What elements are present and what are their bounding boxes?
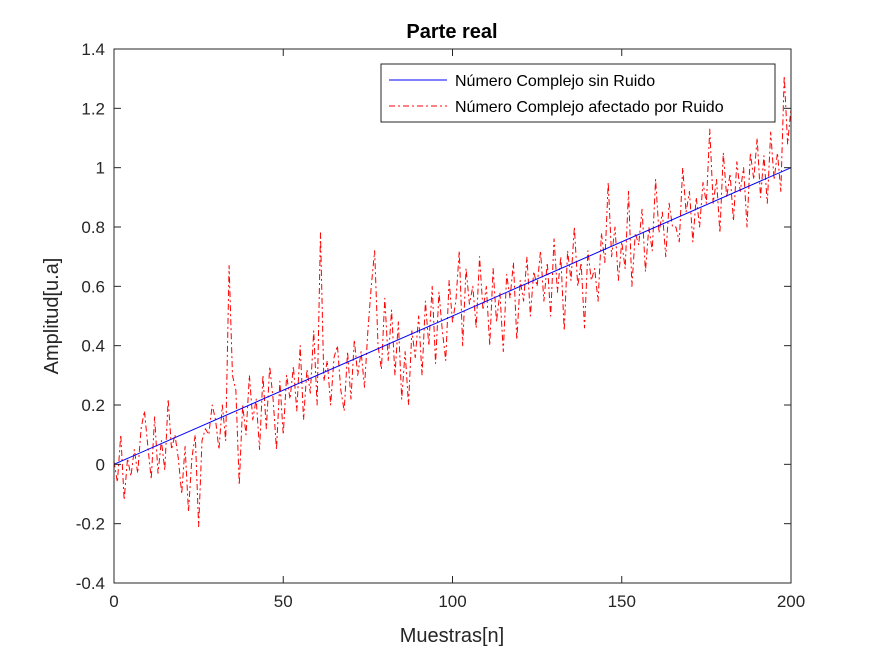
y-tick-label: 1.4 [81,40,105,59]
y-axis-label: Amplitud[u.a] [41,258,63,375]
x-tick-label: 0 [109,592,118,611]
y-tick-label: 0 [96,455,105,474]
y-tick-label: 0.6 [81,277,105,296]
x-tick-label: 100 [438,592,466,611]
legend-label-noisy: Número Complejo afectado por Ruido [455,99,724,116]
chart-title: Parte real [406,21,497,43]
y-tick-label: 0.2 [81,396,105,415]
legend-label-clean: Número Complejo sin Ruido [455,73,655,90]
x-axis-label: Muestras[n] [400,625,504,647]
series-layer [113,75,792,528]
legend-box [380,63,776,123]
series-line-clean [113,167,792,465]
legend: Número Complejo sin Ruido Número Complej… [380,63,776,123]
y-tick-label: 0.8 [81,218,105,237]
y-tick-label: -0.2 [76,515,105,534]
y-tick-label: 1 [96,159,105,178]
series-line-noisy [113,75,792,528]
y-tick-label: 1.2 [81,99,105,118]
ticks-layer: 0 50 100 150 200 -0.4 -0.2 0 0.2 0.4 0.6 0.8 1 1.2 1.4 [76,40,805,611]
x-tick-label: 150 [608,592,636,611]
x-tick-label: 200 [777,592,805,611]
y-tick-label: 0.4 [81,337,105,356]
x-tick-label: 50 [274,592,293,611]
y-tick-label: -0.4 [76,574,105,593]
